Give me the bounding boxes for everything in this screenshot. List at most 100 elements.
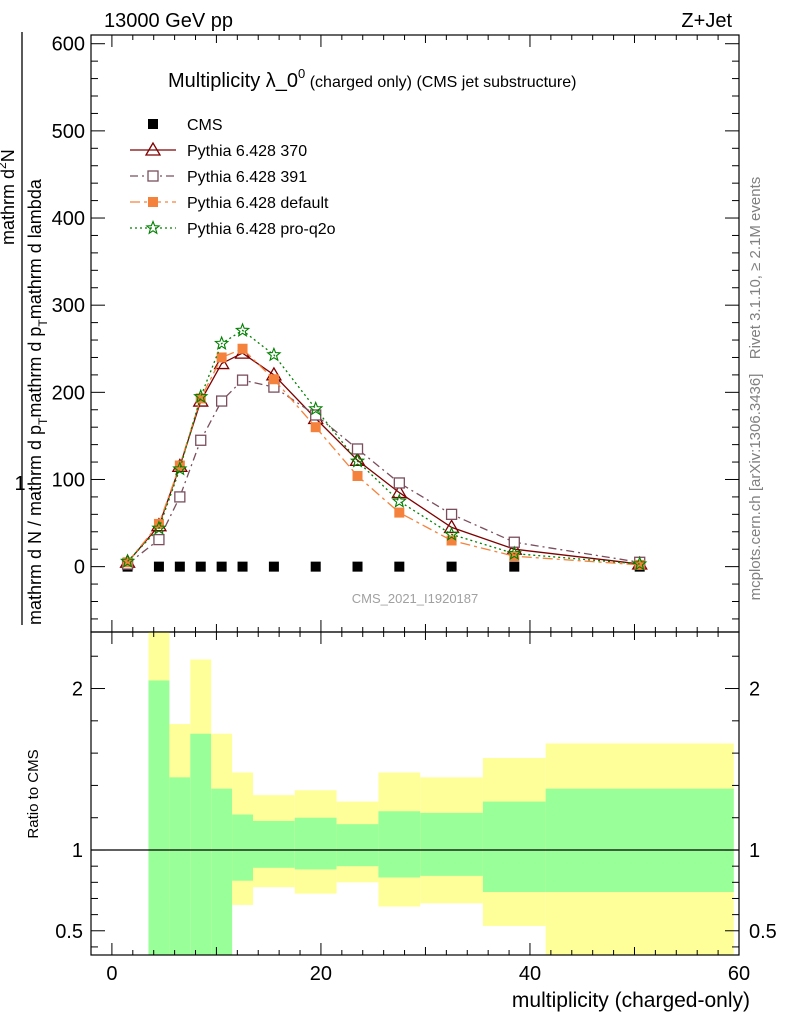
ylabel-ylabel-denominator-sub: T xyxy=(36,417,50,425)
data-point xyxy=(352,561,363,572)
data-point xyxy=(119,553,136,568)
top-ylabel: 1 mathrm d2N xyxy=(0,32,26,625)
title-sup: 0 xyxy=(298,66,305,81)
data-point xyxy=(506,545,522,561)
data-point xyxy=(268,561,279,572)
data-point xyxy=(216,561,227,572)
top-ylabel-denominator: mathrm d N / mathrm d pTmathrm d pTmathr… xyxy=(25,178,50,625)
x-tick-label: 60 xyxy=(728,963,750,985)
data-point xyxy=(310,561,321,572)
ylabel-numerator-sup: 2 xyxy=(0,162,9,169)
ratio-band-green xyxy=(232,814,253,881)
data-point xyxy=(153,518,164,529)
legend: CMS Pythia 6.428 370 Pythia 6.428 391 Pythi… xyxy=(130,117,336,238)
rivet-label: Rivet 3.1.10, ≥ 2.1M events xyxy=(747,177,764,360)
legend-label: Pythia 6.428 391 xyxy=(187,169,307,186)
ratio-band-green xyxy=(378,811,421,878)
ratio-axes: 0 20 40 60 0.5 0.5 1 1 2 2 xyxy=(55,632,777,985)
legend-marker xyxy=(147,170,159,182)
data-point xyxy=(394,507,405,518)
data-point xyxy=(310,422,321,433)
data-point xyxy=(153,561,164,572)
mcplots-label: mcplots.cern.ch [arXiv:1306.3436] xyxy=(747,374,764,601)
legend-marker xyxy=(148,119,158,129)
data-point xyxy=(349,453,366,468)
data-point xyxy=(174,491,186,503)
data-point xyxy=(352,470,363,481)
series-lines xyxy=(119,322,648,572)
y-tick-label: 500 xyxy=(52,121,85,143)
data-point xyxy=(391,484,408,499)
data-point xyxy=(443,526,460,541)
ylabel-ylabel-denominator-end: mathrm d lambda xyxy=(25,178,45,319)
ylabel-denominator: mathrm d N / mathrm d pTmathrm d pTmathr… xyxy=(25,178,50,625)
data-point xyxy=(393,477,405,489)
legend-item: CMS xyxy=(148,117,223,134)
svg-text:Multiplicity λ_00 (charged onl: Multiplicity λ_00 (charged only) (CMS je… xyxy=(168,66,576,92)
data-point xyxy=(174,460,185,471)
data-point xyxy=(215,395,228,407)
ratio-band-green xyxy=(211,788,233,955)
x-tick-label: 0 xyxy=(106,963,117,985)
ratio-panel-frame xyxy=(90,631,740,956)
ratio-band-green xyxy=(190,733,212,955)
series-1 xyxy=(119,344,648,570)
title-main: Multiplicity λ_0 xyxy=(168,70,298,92)
y-tick-label: 300 xyxy=(52,295,85,317)
series-line xyxy=(127,379,640,565)
data-point xyxy=(308,400,324,416)
data-point xyxy=(193,388,209,404)
ylabel-prefix: 1 xyxy=(14,473,25,495)
y-tick-label: 0 xyxy=(74,557,85,579)
data-point xyxy=(153,533,165,546)
data-point xyxy=(172,460,188,476)
ratio-band-green xyxy=(148,680,170,955)
ylabel-ylabel-denominator-sub2: T xyxy=(36,319,50,327)
series-2 xyxy=(121,374,646,570)
data-point xyxy=(237,561,248,572)
y-tick-label: 400 xyxy=(52,208,85,230)
ratio-band-green xyxy=(482,801,546,893)
legend-item: Pythia 6.428 391 xyxy=(130,169,307,186)
ylabel-ylabel-denominator-rest: mathrm d p xyxy=(25,327,45,418)
y-tick-label: 100 xyxy=(52,469,85,491)
ratio-band-green xyxy=(169,777,191,955)
ratio-band-green xyxy=(545,788,734,893)
series-4 xyxy=(119,322,648,571)
legend-item: Pythia 6.428 default xyxy=(130,195,329,212)
ratio-y-tick-label: 0.5 xyxy=(55,921,83,943)
data-point xyxy=(391,493,407,508)
legend-marker xyxy=(145,219,161,235)
legend-label: Pythia 6.428 370 xyxy=(187,143,307,160)
ratio-bands xyxy=(91,632,739,955)
legend-label: CMS xyxy=(187,117,223,134)
legend-marker xyxy=(144,141,162,156)
ratio-y-tick-label-right: 0.5 xyxy=(749,921,777,943)
ylabel-numerator-end: N xyxy=(0,149,18,162)
ratio-band-green xyxy=(294,817,337,870)
data-point xyxy=(195,393,206,404)
legend-item: Pythia 6.428 pro-q2o xyxy=(130,219,336,238)
data-point xyxy=(351,443,364,455)
ratio-ylabel: Ratio to CMS xyxy=(25,749,42,838)
data-point xyxy=(445,508,458,520)
ratio-y-tick-label-right: 2 xyxy=(749,679,760,701)
x-tick-label: 20 xyxy=(310,963,332,985)
data-point xyxy=(174,561,185,572)
series-line xyxy=(127,352,640,565)
svg-text:mathrm d2N: mathrm d2N xyxy=(0,149,18,245)
ratio-band-green xyxy=(336,824,379,867)
data-point xyxy=(634,559,645,570)
energy-label: 13000 GeV pp xyxy=(104,10,233,32)
data-point xyxy=(266,346,282,362)
data-point xyxy=(268,374,279,385)
series-line xyxy=(127,329,640,565)
data-point xyxy=(151,520,167,535)
ylabel-numerator: mathrm d xyxy=(0,169,18,245)
ratio-band-green xyxy=(420,812,483,876)
legend-label: Pythia 6.428 default xyxy=(187,195,329,212)
process-label: Z+Jet xyxy=(681,10,732,32)
data-point xyxy=(509,561,520,572)
data-point xyxy=(446,561,457,572)
